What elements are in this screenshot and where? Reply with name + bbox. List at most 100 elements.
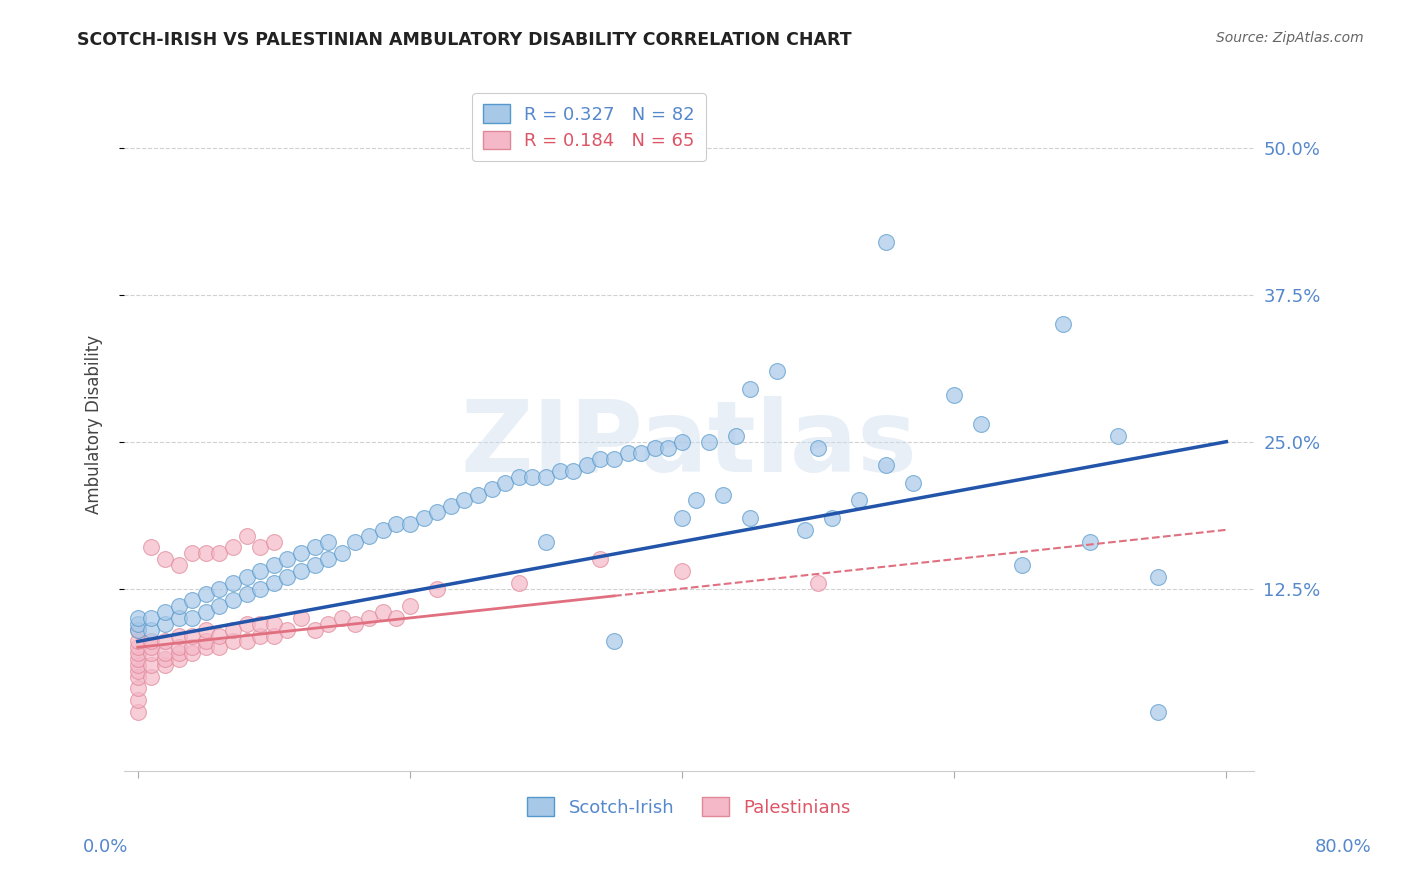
Point [153, 552, 176, 566]
Point [359, 611, 381, 625]
Point [534, 470, 557, 484]
Point [440, 500, 463, 514]
Point [740, 511, 762, 525]
Point [344, 616, 367, 631]
Point [141, 640, 163, 655]
Point [141, 541, 163, 555]
Point [235, 634, 257, 648]
Point [807, 441, 830, 455]
Point [1107, 429, 1129, 443]
Point [575, 458, 598, 473]
Point [725, 429, 748, 443]
Point [589, 552, 612, 566]
Text: 0.0%: 0.0% [83, 838, 128, 855]
Point [222, 575, 245, 590]
Point [222, 634, 245, 648]
Point [821, 511, 844, 525]
Point [316, 534, 339, 549]
Point [167, 652, 190, 666]
Point [508, 470, 530, 484]
Point [127, 634, 149, 648]
Point [194, 587, 217, 601]
Point [127, 657, 149, 672]
Point [127, 652, 149, 666]
Point [153, 646, 176, 660]
Point [222, 541, 245, 555]
Point [127, 670, 149, 684]
Point [127, 664, 149, 678]
Point [208, 546, 231, 560]
Point [181, 546, 204, 560]
Point [1147, 570, 1170, 584]
Point [426, 505, 449, 519]
Point [127, 705, 149, 719]
Point [616, 446, 638, 460]
Text: SCOTCH-IRISH VS PALESTINIAN AMBULATORY DISABILITY CORRELATION CHART: SCOTCH-IRISH VS PALESTINIAN AMBULATORY D… [77, 31, 852, 49]
Point [426, 582, 449, 596]
Point [534, 534, 557, 549]
Point [522, 470, 544, 484]
Point [671, 434, 693, 449]
Point [589, 452, 612, 467]
Point [141, 611, 163, 625]
Point [141, 623, 163, 637]
Point [1052, 317, 1074, 331]
Point [697, 434, 720, 449]
Point [412, 511, 434, 525]
Point [181, 593, 204, 607]
Point [276, 552, 298, 566]
Point [141, 657, 163, 672]
Point [970, 417, 993, 431]
Point [235, 616, 257, 631]
Point [181, 629, 204, 643]
Point [903, 475, 925, 490]
Point [141, 646, 163, 660]
Point [875, 458, 897, 473]
Point [263, 534, 285, 549]
Text: Source: ZipAtlas.com: Source: ZipAtlas.com [1216, 31, 1364, 45]
Legend: Scotch-Irish, Palestinians: Scotch-Irish, Palestinians [520, 790, 858, 824]
Point [467, 487, 489, 501]
Point [222, 623, 245, 637]
Point [453, 493, 475, 508]
Point [208, 629, 231, 643]
Point [181, 640, 204, 655]
Point [630, 446, 652, 460]
Point [1147, 705, 1170, 719]
Point [290, 546, 312, 560]
Y-axis label: Ambulatory Disability: Ambulatory Disability [86, 334, 103, 514]
Point [644, 441, 666, 455]
Point [249, 541, 271, 555]
Point [330, 546, 353, 560]
Point [127, 611, 149, 625]
Point [141, 670, 163, 684]
Text: 80.0%: 80.0% [1315, 838, 1371, 855]
Point [385, 516, 408, 531]
Point [127, 693, 149, 707]
Point [316, 616, 339, 631]
Point [562, 464, 585, 478]
Point [304, 558, 326, 572]
Point [263, 629, 285, 643]
Point [127, 623, 149, 637]
Point [194, 640, 217, 655]
Point [153, 605, 176, 619]
Point [208, 582, 231, 596]
Point [494, 475, 516, 490]
Point [235, 529, 257, 543]
Point [371, 523, 394, 537]
Point [235, 570, 257, 584]
Point [276, 570, 298, 584]
Point [263, 558, 285, 572]
Point [304, 623, 326, 637]
Point [181, 646, 204, 660]
Point [141, 634, 163, 648]
Point [194, 546, 217, 560]
Point [399, 599, 422, 614]
Point [943, 387, 966, 401]
Point [276, 623, 298, 637]
Point [167, 629, 190, 643]
Point [1011, 558, 1033, 572]
Point [290, 611, 312, 625]
Point [167, 646, 190, 660]
